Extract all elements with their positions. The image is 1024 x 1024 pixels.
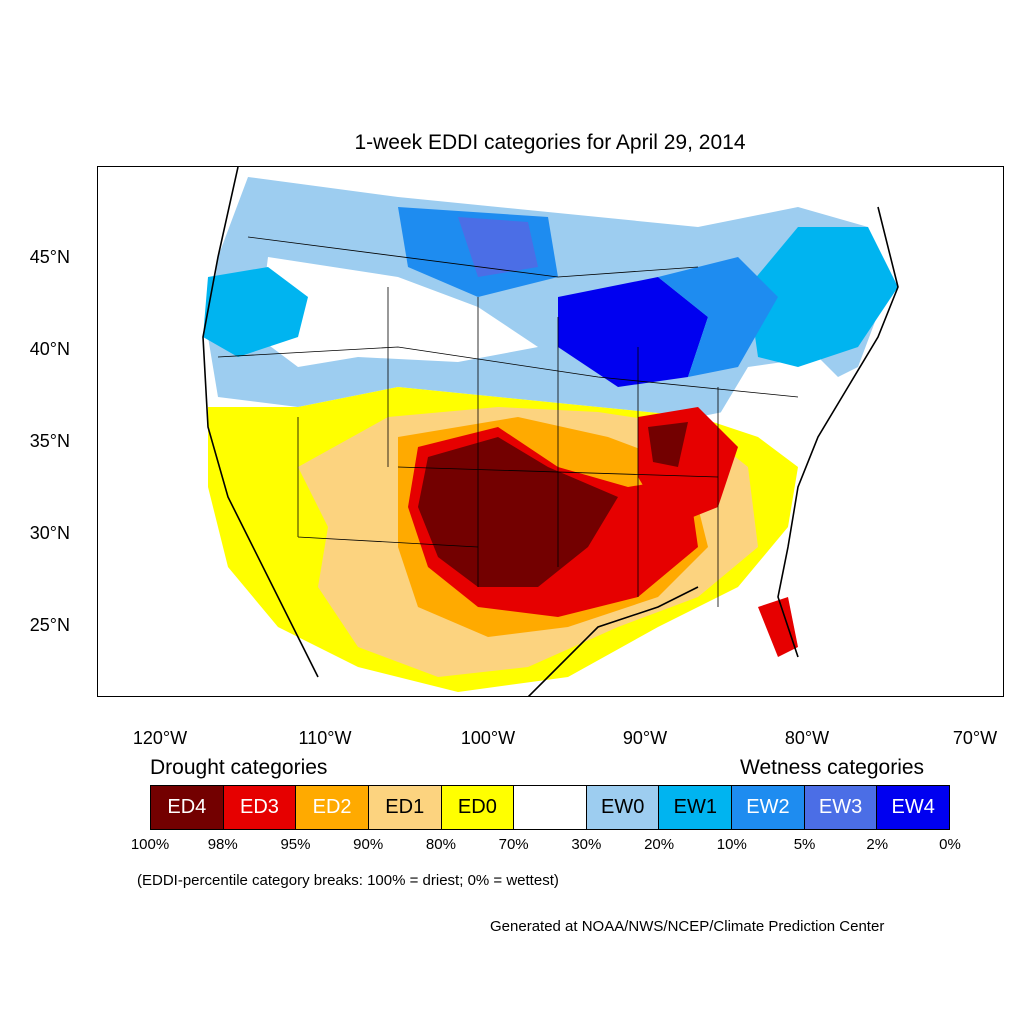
- region-normal-north: [258, 257, 538, 367]
- state-borders: [217, 236, 799, 607]
- region-ew1-west: [203, 267, 308, 357]
- percentile-label: 2%: [866, 836, 889, 853]
- region-ed3-florida: [758, 597, 798, 657]
- region-ew4-great-lakes: [558, 277, 708, 387]
- lon-label-100: 100°W: [460, 728, 516, 748]
- percentile-label: 0%: [939, 836, 961, 853]
- legend-box-ew4: EW4: [877, 786, 950, 829]
- eddi-map: [202, 167, 899, 696]
- lon-label-80: 80°W: [784, 728, 830, 748]
- lat-label-35: 35°N: [29, 431, 70, 451]
- legend-box-ed0: ED0: [441, 786, 515, 829]
- region-ed4-east: [648, 422, 688, 467]
- map-panel: [97, 166, 1004, 697]
- lat-label-40: 40°N: [29, 339, 70, 359]
- percentile-label: 80%: [425, 836, 456, 853]
- legend-bar: ED4 ED3 ED2 ED1 ED0 EW0 EW1 EW2 EW3 EW4: [150, 785, 950, 830]
- country-coastline: [202, 167, 899, 696]
- region-normal-east: [718, 357, 858, 437]
- legend-box-ed4: ED4: [151, 786, 224, 829]
- legend-box-normal: [514, 786, 587, 829]
- legend-box-ed2: ED2: [296, 786, 369, 829]
- percentile-label: 100%: [130, 836, 170, 853]
- percentile-label: 98%: [207, 836, 238, 853]
- category-note: (EDDI-percentile category breaks: 100% =…: [137, 872, 559, 889]
- region-ew2-lakes: [658, 257, 778, 377]
- percentile-label: 95%: [280, 836, 311, 853]
- region-ed4-core: [418, 437, 618, 587]
- region-ew3-north: [458, 217, 538, 277]
- lat-label-45: 45°N: [29, 247, 70, 267]
- percentile-label: 10%: [716, 836, 747, 853]
- percentile-label: 20%: [644, 836, 675, 853]
- drought-heading: Drought categories: [150, 756, 328, 779]
- wetness-heading: Wetness categories: [740, 756, 925, 779]
- credit-line: Generated at NOAA/NWS/NCEP/Climate Predi…: [490, 918, 885, 935]
- legend-box-ew2: EW2: [732, 786, 805, 829]
- lon-label-90: 90°W: [622, 728, 668, 748]
- lon-label-120: 120°W: [132, 728, 188, 748]
- legend-box-ed3: ED3: [223, 786, 297, 829]
- lat-label-25: 25°N: [29, 615, 70, 635]
- percentile-label: 5%: [793, 836, 816, 853]
- percentile-label: 30%: [571, 836, 602, 853]
- legend-box-ed1: ED1: [368, 786, 442, 829]
- legend-box-ew0: EW0: [586, 786, 660, 829]
- lat-label-30: 30°N: [29, 523, 70, 543]
- lon-label-70: 70°W: [952, 728, 998, 748]
- region-ew1-northeast: [748, 227, 898, 367]
- map-title: 1-week EDDI categories for April 29, 201…: [354, 131, 746, 154]
- lon-label-110: 110°W: [298, 728, 352, 748]
- percentile-label: 90%: [353, 836, 384, 853]
- legend-box-ew1: EW1: [659, 786, 733, 829]
- legend-box-ew3: EW3: [804, 786, 878, 829]
- percentile-label: 70%: [498, 836, 529, 853]
